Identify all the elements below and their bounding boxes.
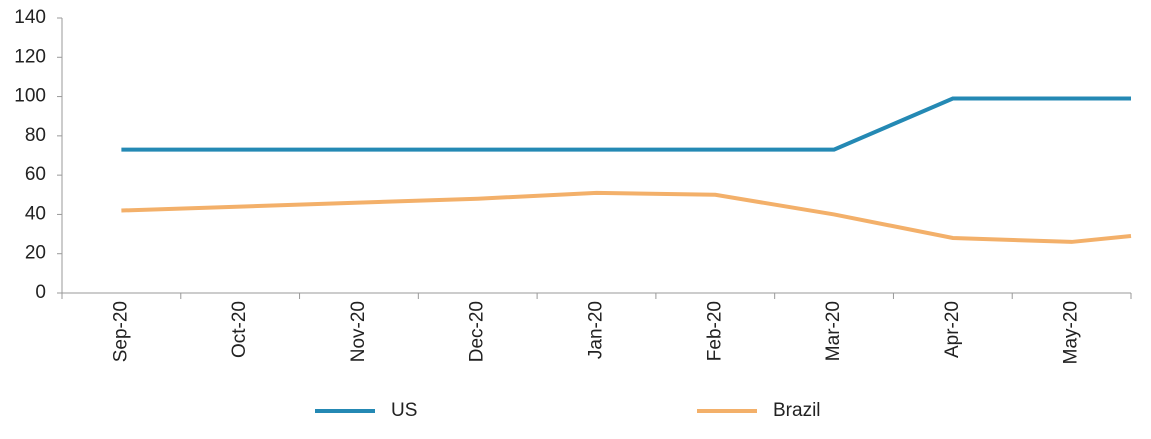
line-series <box>121 96 1131 152</box>
x-tick-label: Dec-20 <box>467 301 488 362</box>
x-tick-label: Sep-20 <box>110 301 131 362</box>
y-tick-label: 20 <box>25 243 46 264</box>
y-tick-label: 100 <box>14 86 46 107</box>
x-tick-label: Feb-20 <box>704 301 725 361</box>
y-tick-label: 0 <box>35 282 46 303</box>
x-tick-label: Oct-20 <box>229 301 250 358</box>
y-tick-label: 120 <box>14 46 46 67</box>
y-tick-label: 80 <box>25 125 46 146</box>
legend-label: Brazil <box>773 400 821 421</box>
y-tick-label: 140 <box>14 7 46 28</box>
y-tick-label: 40 <box>25 203 46 224</box>
x-tick-label: Apr-20 <box>942 301 963 358</box>
x-tick-label: Mar-20 <box>823 301 844 361</box>
x-tick-label: Jan-20 <box>586 301 607 359</box>
x-tick-label: Nov-20 <box>348 301 369 362</box>
x-tick-label: May-20 <box>1061 301 1082 364</box>
y-tick-label: 60 <box>25 164 46 185</box>
legend-label: US <box>391 400 417 421</box>
line-series <box>121 190 1132 244</box>
